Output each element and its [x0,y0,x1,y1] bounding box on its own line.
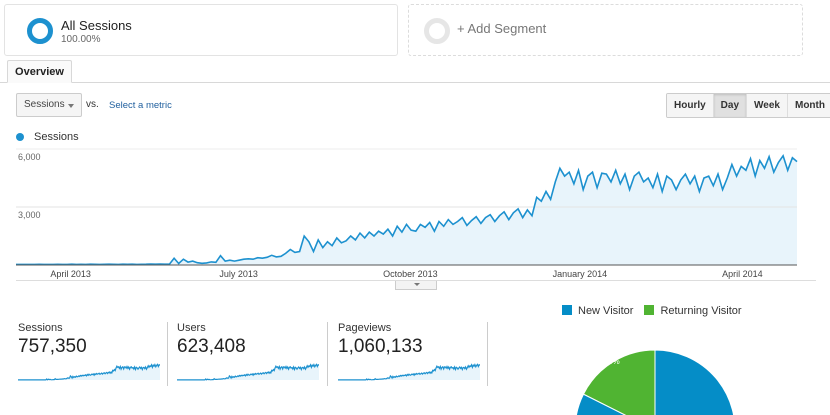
segment-all-sessions[interactable]: All Sessions 100.00% [4,4,398,56]
granularity-hourly[interactable]: Hourly [667,94,714,117]
chart-bottom-divider [16,280,816,281]
svg-text:17.6%: 17.6% [597,357,620,366]
pageviews-sparkline [338,363,480,381]
new-visitor-swatch-icon [562,305,572,315]
segment-title: All Sessions [61,18,132,33]
legend-new-visitor[interactable]: New Visitor [562,305,633,317]
scorecard-divider [167,322,168,386]
scorecard-sessions[interactable]: Sessions 757,350 [18,322,163,386]
sessions-legend-dot-icon [16,133,24,141]
scorecard-label: Sessions [18,322,63,334]
chevron-down-icon [68,104,74,108]
sessions-line-chart[interactable] [0,140,830,270]
y-tick-3000: 3,000 [18,210,41,220]
scorecard-label: Users [177,322,206,334]
add-segment-button[interactable]: + Add Segment [408,4,803,56]
scorecard-divider [487,322,488,386]
x-tick-label: July 2013 [219,269,258,279]
pie-legend: New Visitor Returning Visitor [562,305,753,317]
scorecard-value: 623,408 [177,336,246,357]
users-sparkline [177,363,319,381]
y-tick-6000: 6,000 [18,152,41,162]
chart-legend: Sessions [16,131,79,143]
granularity-day[interactable]: Day [713,94,748,117]
granularity-toggle: Hourly Day Week Month [666,93,830,118]
granularity-month[interactable]: Month [787,94,830,117]
x-tick-label: April 2014 [722,269,763,279]
scorecard-pageviews[interactable]: Pageviews 1,060,133 [338,322,483,386]
visitor-type-pie-chart[interactable]: 17.6% [560,330,760,415]
tab-overview[interactable]: Overview [7,60,72,83]
tab-bar-divider [0,82,830,83]
scorecard-users[interactable]: Users 623,408 [177,322,322,386]
granularity-week[interactable]: Week [747,94,788,117]
sessions-sparkline [18,363,160,381]
segment-ring-icon [27,18,53,44]
scorecard-value: 757,350 [18,336,87,357]
scorecard-label: Pageviews [338,322,392,334]
x-tick-label: January 2014 [552,269,608,279]
scorecard-divider [327,322,328,386]
metric-dropdown-value: Sessions [24,99,65,110]
empty-segment-ring-icon [424,18,450,44]
segment-percent: 100.00% [61,34,101,45]
collapse-chart-button[interactable] [395,281,437,290]
returning-visitor-swatch-icon [644,305,655,315]
x-tick-label: October 2013 [383,269,438,279]
x-tick-label: April 2013 [50,269,91,279]
metric-dropdown[interactable]: Sessions [16,93,82,117]
select-metric-link[interactable]: Select a metric [109,100,172,111]
chevron-down-icon [414,283,420,286]
legend-returning-visitor[interactable]: Returning Visitor [644,305,742,317]
scorecard-value: 1,060,133 [338,336,423,357]
vs-label: vs. [86,99,99,110]
legend-label: Sessions [34,131,79,143]
add-segment-label: + Add Segment [457,21,547,36]
